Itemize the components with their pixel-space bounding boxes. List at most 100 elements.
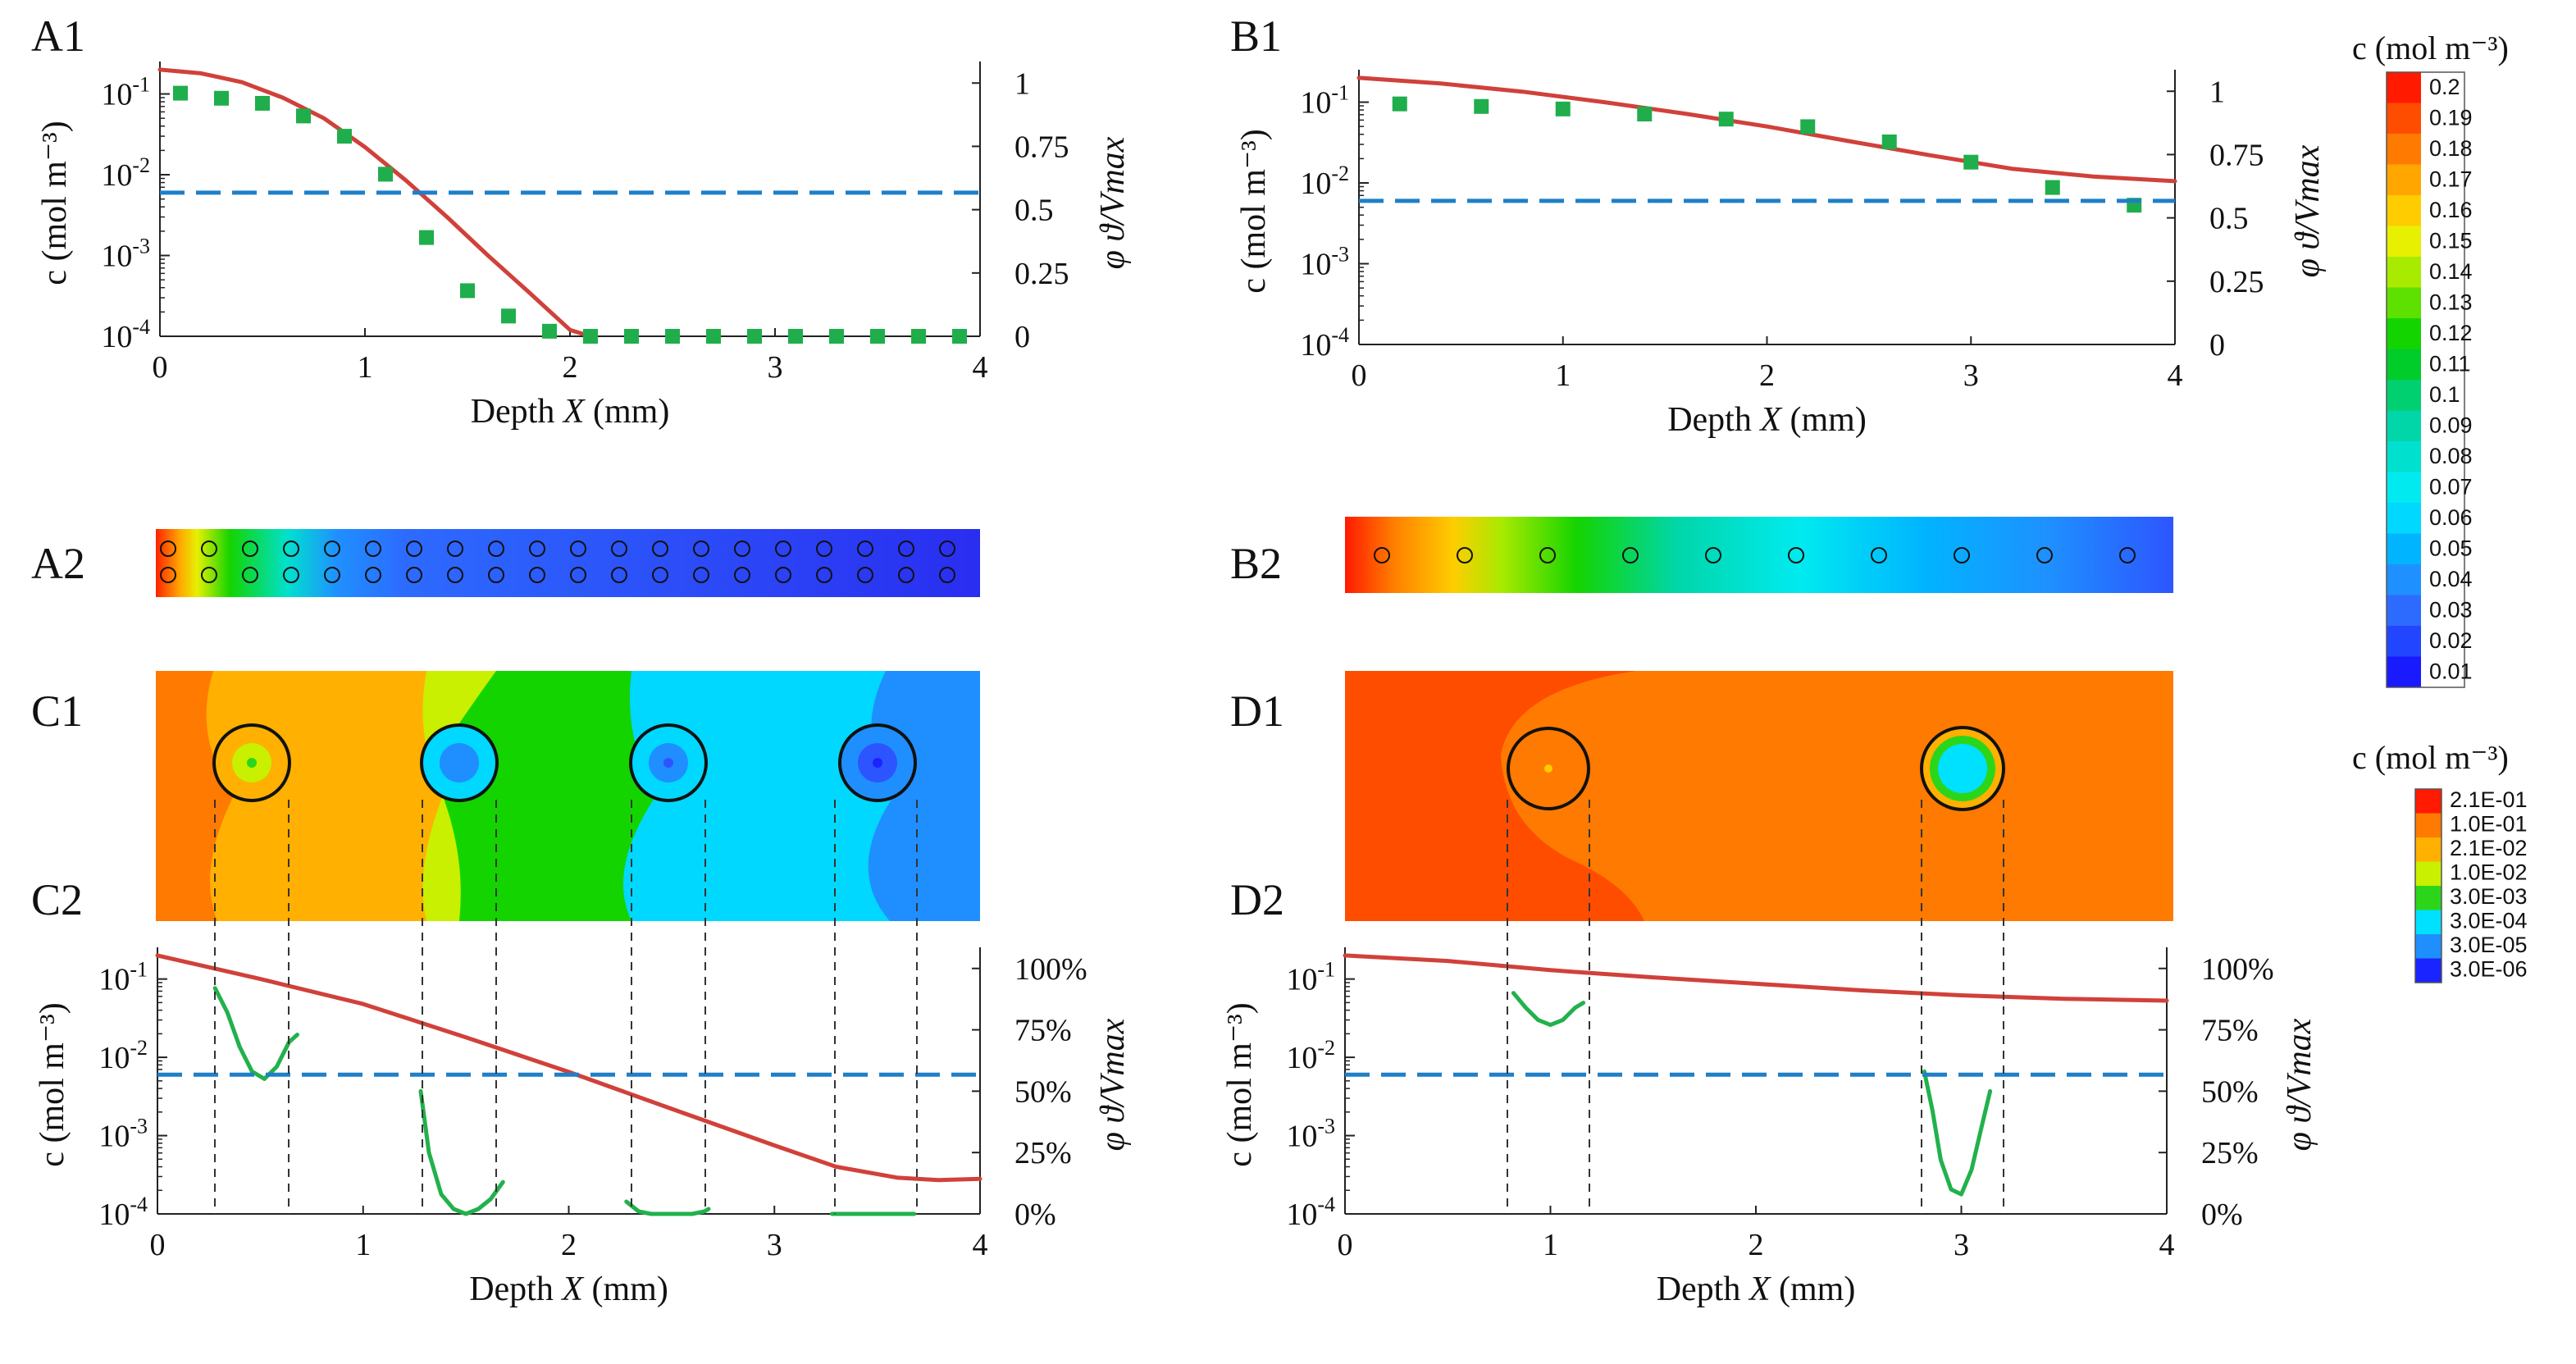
vessel-marker [816,567,832,583]
strip-a2-field [156,529,980,597]
y2-tick-label: 75% [2201,1014,2259,1048]
vessel-marker [324,567,340,583]
phi-marker [501,308,516,324]
colorbar-swatch [2387,287,2421,318]
vessel-marker [324,541,340,557]
chart-a1: 0 1 2 3 4 10-4 10-3 10-2 10-1 0 0.25 0.5 0.75 1 Depth … [36,62,1132,431]
y2-axis-title: φ ϑ/Vmax [1094,136,1132,269]
strip-b2-vessels [1374,547,2136,563]
phi-curve [624,1199,711,1216]
vessel-marker [529,541,545,557]
x-tick-label: 1 [358,350,373,385]
concentration-line [1343,953,2169,1003]
vessel-center [663,758,673,768]
y2-axis-title: φ ϑ/Vmax [2289,144,2327,277]
colorbar-label: 0.05 [2429,536,2473,561]
phi-marker [337,129,352,144]
colorbar-label: 0.2 [2429,75,2460,99]
vessel-marker [570,567,586,583]
colorbar-swatch [2387,226,2421,257]
x-tick-label: 4 [973,350,988,385]
phi-marker [583,329,598,344]
x-tick-label: 0 [153,350,168,385]
vessel-marker [734,567,750,583]
colorbar-swatch [2387,349,2421,380]
y-axis-title: c (mol m⁻³) [34,1002,71,1166]
colorbar-swatch [2387,195,2421,226]
colorbar-swatch [2387,164,2421,195]
vessel-marker [160,541,176,557]
phi-marker [747,329,762,344]
strip-b2-field [1345,517,2173,593]
x-tick-label: 0 [1338,1228,1353,1262]
y2-axis-title: φ ϑ/Vmax [2281,1018,2318,1151]
concentration-line [155,953,983,1183]
colorbar-swatch [2387,318,2421,349]
colorbar-swatch [2415,886,2442,910]
colorbar-swatch [2415,861,2442,886]
colorbar-label: 0.16 [2429,198,2473,222]
panel-label-c2: C2 [31,875,83,924]
chart-c2: 0 1 2 3 4 10-4 10-3 10-2 10-1 0% 25% 50% 75% 100% Dept… [34,947,1132,1308]
x-tick-label: 2 [1759,358,1775,393]
phi-marker [2045,180,2060,195]
vessel-marker [447,567,463,583]
vessel-core [1938,744,1987,793]
vessel-marker [898,567,914,583]
x-tick-label: 3 [767,1228,782,1262]
x-tick-label: 3 [1963,358,1979,393]
phi-marker [1474,98,1489,114]
phi-curve [418,1088,505,1216]
colorbar-label: 2.1E-02 [2450,836,2528,860]
colorbar-label: 0.19 [2429,106,2473,130]
vessel-marker [775,541,791,557]
contour-panel-c1 [156,671,980,921]
x-tick-label: 1 [1555,358,1571,393]
vessel-marker [1622,547,1639,563]
vessel-center [1544,764,1552,773]
vessel-marker [201,541,217,557]
vessel-marker [1457,547,1473,563]
panel-label-b2: B2 [1230,539,1282,588]
vessel-marker [1788,547,1804,563]
y-tick-label: 10-4 [1286,1193,1335,1232]
vessel-center [873,758,882,768]
c1-region-dark-orange [156,671,234,921]
y-tick-label: 10-2 [101,153,150,193]
phi-marker [255,95,270,111]
vessel-marker [242,541,258,557]
concentration-line [1356,75,2177,184]
panel-label-d2: D2 [1230,875,1284,924]
y-tick-label: 10-4 [98,1193,148,1232]
colorbar-swatch [2387,533,2421,564]
y-axis-title: c (mol m⁻³) [1221,1002,1259,1166]
colorbar-swatch [2387,503,2421,534]
colorbar-frame [2386,71,2465,688]
phi-marker [419,230,434,245]
y2-tick-label: 75% [1014,1014,1072,1048]
vessel-marker [1539,547,1556,563]
vessel-marker [693,541,709,557]
vessel-marker [406,541,422,557]
vessel-marker [816,541,832,557]
vessel-connectors [214,800,2004,1214]
y2-tick-label: 0 [2209,328,2225,363]
colorbar-log-title: c (mol m⁻³) [2352,739,2509,776]
vessel-center [454,758,464,768]
chart-b1: 0 1 2 3 4 10-4 10-3 10-2 10-1 0 0.25 0.5 0.75 1 Depth … [1235,70,2327,439]
phi-marker [542,323,557,339]
vessel-marker [939,541,955,557]
vessel-marker [283,567,299,583]
y-tick-label: 10-1 [1286,958,1335,997]
colorbar-swatch [2387,595,2421,626]
colorbar-label: 0.03 [2429,598,2473,623]
colorbar-label: 2.1E-01 [2450,787,2528,812]
colorbar-label: 3.0E-05 [2450,933,2528,957]
vessel-marker [283,541,299,557]
x-axis-title: Depth X (mm) [469,1270,668,1308]
colorbar-swatch [2415,789,2442,814]
vessel-marker [611,541,627,557]
colorbar-swatch [2415,958,2442,983]
vessel-marker [775,567,791,583]
x-tick-label: 1 [355,1228,371,1262]
